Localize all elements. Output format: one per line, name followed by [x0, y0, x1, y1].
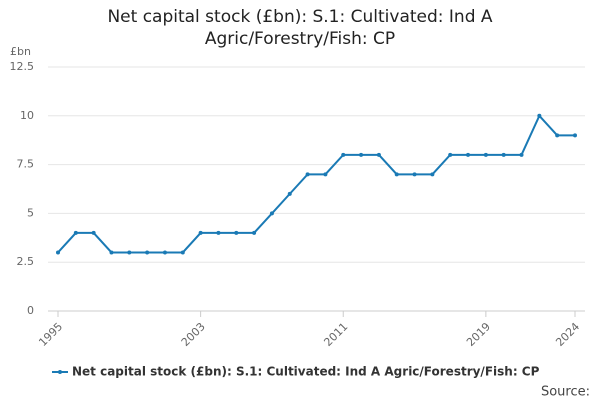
point: [501, 152, 506, 157]
x-tick-label: 1995: [36, 320, 65, 349]
point: [430, 172, 435, 177]
point: [573, 133, 577, 138]
point: [483, 152, 488, 157]
point: [376, 152, 381, 157]
y-tick-label: 10: [20, 109, 34, 122]
point: [73, 230, 78, 235]
point: [519, 152, 524, 157]
source: Source:: [541, 385, 590, 400]
point: [537, 113, 542, 118]
x-tick-label: 2019: [464, 320, 493, 349]
x-tick-label: 2003: [179, 320, 208, 349]
point: [394, 172, 399, 177]
point: [109, 250, 114, 255]
y-tick-label: 7.5: [17, 158, 35, 171]
point: [145, 250, 150, 255]
point: [56, 250, 60, 255]
point: [412, 172, 417, 177]
chart-title: Net capital stock (£bn): S.1: Cultivated…: [107, 7, 493, 49]
point: [127, 250, 132, 255]
y-tick-label: 12.5: [10, 60, 35, 73]
y-tick-label: 0: [27, 304, 34, 317]
point: [252, 230, 257, 235]
x-tick-label: 2024: [553, 320, 582, 349]
point: [180, 250, 185, 255]
point: [448, 152, 453, 157]
point: [198, 230, 203, 235]
point: [216, 230, 221, 235]
y-tick-label: 5: [27, 206, 34, 219]
point: [234, 230, 239, 235]
legend-marker: [58, 370, 62, 374]
point: [466, 152, 471, 157]
point: [269, 211, 274, 216]
point: [305, 172, 310, 177]
legend-label: Net capital stock (£bn): S.1: Cultivated…: [72, 365, 540, 379]
point: [323, 172, 328, 177]
y-axis-label: £bn: [10, 45, 31, 58]
point: [341, 152, 346, 157]
x-tick-label: 2011: [321, 320, 350, 349]
point: [359, 152, 364, 157]
point: [555, 133, 560, 138]
y-tick-label: 2.5: [17, 255, 35, 268]
point: [91, 230, 96, 235]
point: [162, 250, 167, 255]
series-line: [57, 114, 575, 254]
point: [287, 191, 292, 196]
